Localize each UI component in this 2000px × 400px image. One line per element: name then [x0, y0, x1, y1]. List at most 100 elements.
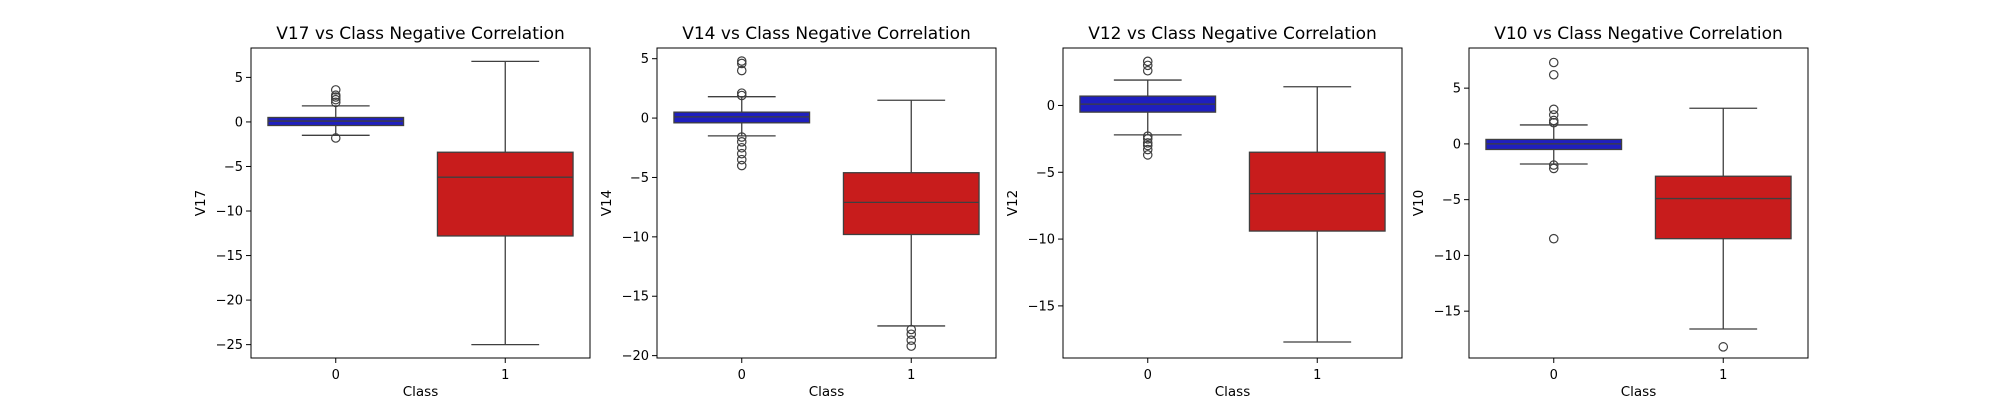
x-tick-label: 1	[1719, 368, 1727, 383]
y-tick-label: 5	[1453, 82, 1461, 97]
outlier-point	[906, 329, 917, 340]
outlier-point	[330, 85, 341, 95]
outlier-point	[906, 341, 917, 351]
axes-frame	[250, 47, 591, 359]
chart-title: V12 vs Class Negative Correlation	[1088, 24, 1377, 44]
outlier-point	[1548, 117, 1559, 128]
x-tick-label: 0	[738, 368, 746, 383]
outlier-point	[736, 137, 747, 147]
y-tick-label: −5	[630, 171, 649, 186]
outlier-point	[736, 148, 747, 159]
x-tick-label: 0	[1144, 368, 1152, 383]
y-tick-label: −15	[1434, 305, 1461, 320]
outlier-point	[330, 97, 341, 108]
x-axis-label: Class	[1621, 384, 1657, 400]
outlier-point	[906, 335, 917, 345]
box-class-0	[1079, 56, 1217, 160]
outlier-point	[1548, 163, 1559, 174]
outlier-point	[330, 133, 341, 143]
outlier-point	[1142, 150, 1153, 160]
box-class-1	[436, 60, 574, 346]
box-class-0	[1485, 57, 1623, 244]
y-tick-label: −5	[224, 160, 243, 175]
y-tick-label: −15	[622, 290, 649, 305]
y-tick-label: −10	[622, 230, 649, 245]
x-tick-label: 0	[1550, 368, 1558, 383]
box-class-1	[842, 99, 980, 351]
outlier-point	[736, 160, 747, 171]
box-iqr	[436, 151, 574, 237]
chart-title: V10 vs Class Negative Correlation	[1494, 24, 1783, 44]
x-tick-label: 1	[501, 368, 509, 383]
x-tick-label: 0	[332, 368, 340, 383]
outlier-point	[736, 65, 747, 76]
box-class-1	[1248, 86, 1386, 343]
box-class-0	[673, 56, 811, 171]
y-tick-label: −5	[1036, 166, 1055, 181]
y-tick-label: −15	[1028, 299, 1055, 314]
box-class-1	[1654, 107, 1792, 352]
outlier-point	[1548, 160, 1559, 170]
outlier-point	[736, 58, 747, 69]
outlier-point	[1142, 65, 1153, 76]
box-iqr	[842, 172, 980, 236]
axes-frame	[656, 47, 997, 359]
box-iqr	[1248, 151, 1386, 232]
outlier-point	[1142, 56, 1153, 67]
subplot-4: 5 0 −5 −10 −15 0 1 V10 vs Class Negative Correl…	[1411, 24, 1809, 400]
outlier-point	[906, 324, 917, 335]
outlier-point	[330, 94, 341, 105]
axes-frame	[1468, 47, 1809, 359]
box-class-0	[267, 85, 405, 143]
outlier-point	[736, 132, 747, 142]
outlier-point	[1142, 131, 1153, 141]
outlier-point	[1548, 104, 1559, 115]
y-tick-label: 0	[235, 115, 243, 130]
y-tick-label: 5	[641, 52, 649, 67]
box-iqr	[1654, 175, 1792, 240]
y-tick-label: −15	[216, 249, 243, 264]
axes-frame	[1062, 47, 1403, 359]
outlier-point	[736, 154, 747, 165]
subplot-3: 0 −5 −10 −15 0 1 V12 vs Class Negative Correla…	[1005, 24, 1403, 400]
outlier-point	[736, 56, 747, 66]
y-tick-label: −10	[1434, 249, 1461, 264]
y-axis-label: V10	[1411, 190, 1427, 216]
outlier-point	[1548, 69, 1559, 80]
y-tick-label: 0	[1453, 137, 1461, 152]
outlier-point	[736, 88, 747, 98]
x-tick-label: 1	[907, 368, 915, 383]
x-tick-label: 1	[1313, 368, 1321, 383]
outlier-point	[1142, 60, 1153, 71]
y-tick-label: −25	[216, 338, 243, 353]
outlier-point	[330, 92, 341, 102]
subplot-1: 5 0 −5 −10 −15 −20 −25 0 1 V17 vs Class Negative …	[193, 24, 591, 400]
outlier-point	[1142, 134, 1153, 144]
y-tick-label: 5	[235, 71, 243, 86]
y-tick-label: −5	[1442, 193, 1461, 208]
y-axis-label: V12	[1005, 190, 1021, 216]
outlier-point	[736, 142, 747, 153]
y-axis-label: V17	[193, 190, 209, 216]
chart-title: V14 vs Class Negative Correlation	[682, 24, 971, 44]
y-axis-label: V14	[599, 190, 615, 216]
outlier-point	[1718, 342, 1729, 352]
y-tick-label: 0	[641, 112, 649, 127]
y-tick-label: −10	[1028, 233, 1055, 248]
outlier-point	[1142, 140, 1153, 151]
y-tick-label: −20	[622, 349, 649, 364]
outlier-point	[1142, 138, 1153, 148]
chart-title: V17 vs Class Negative Correlation	[276, 24, 565, 44]
x-axis-label: Class	[809, 384, 845, 400]
x-axis-label: Class	[403, 384, 439, 400]
y-tick-label: −10	[216, 205, 243, 220]
y-tick-label: 0	[1047, 99, 1055, 114]
outlier-point	[1142, 144, 1153, 155]
outlier-point	[1548, 233, 1559, 244]
subplot-2: 5 0 −5 −10 −15 −20 0 1 V14 vs Class Negative Cor…	[599, 24, 997, 400]
y-tick-label: −20	[216, 294, 243, 309]
outlier-point	[1548, 57, 1559, 68]
x-axis-label: Class	[1215, 384, 1251, 400]
outlier-point	[736, 90, 747, 101]
